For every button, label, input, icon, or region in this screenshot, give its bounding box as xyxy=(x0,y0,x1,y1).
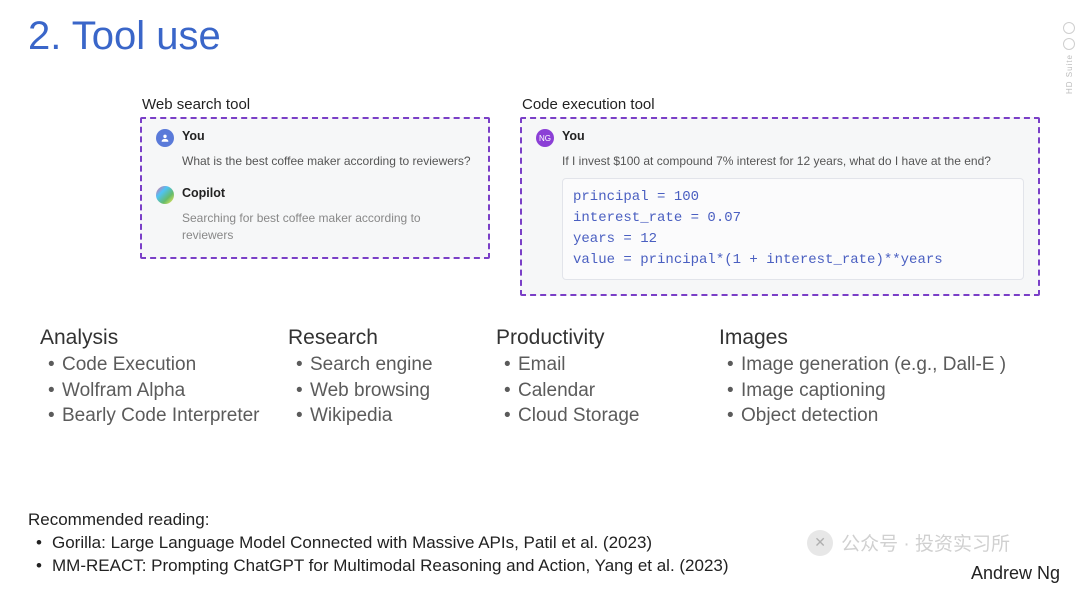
panel-label-web-search: Web search tool xyxy=(142,96,490,113)
chat-name-you: You xyxy=(182,129,205,143)
list-item: Gorilla: Large Language Model Connected … xyxy=(28,532,729,555)
chat-row-copilot: Copilot xyxy=(156,186,474,204)
tool-panels-row: Web search tool You What is the best cof… xyxy=(140,96,1052,296)
list-item: Object detection xyxy=(719,403,1049,429)
list-item: Cloud Storage xyxy=(496,403,701,429)
category-title: Productivity xyxy=(496,326,701,350)
category-research: Research Search engineWeb browsingWikipe… xyxy=(288,326,478,429)
list-item: Image generation (e.g., Dall-E ) xyxy=(719,352,1049,378)
code-exec-panel: Code execution tool NG You If I invest $… xyxy=(520,96,1040,296)
chat-name-you-code: You xyxy=(562,129,585,143)
side-controls: HD Suite xyxy=(1062,22,1076,94)
chat-status-web: Searching for best coffee maker accordin… xyxy=(182,210,474,244)
web-search-panel: Web search tool You What is the best cof… xyxy=(140,96,490,296)
category-analysis: Analysis Code ExecutionWolfram AlphaBear… xyxy=(40,326,270,429)
chat-question-web: What is the best coffee maker according … xyxy=(182,153,474,170)
side-dot-icon xyxy=(1063,38,1075,50)
category-list: Image generation (e.g., Dall-E )Image ca… xyxy=(719,352,1049,429)
list-item: Email xyxy=(496,352,701,378)
list-item: Search engine xyxy=(288,352,478,378)
copilot-icon xyxy=(156,186,174,204)
chat-question-code: If I invest $100 at compound 7% interest… xyxy=(562,153,1024,170)
recommended-reading: Recommended reading: Gorilla: Large Lang… xyxy=(28,510,729,578)
list-item: Code Execution xyxy=(40,352,270,378)
list-item: Wikipedia xyxy=(288,403,478,429)
category-list: Search engineWeb browsingWikipedia xyxy=(288,352,478,429)
watermark: ✕ 公众号 · 投资实习所 xyxy=(807,529,1010,556)
side-label: HD Suite xyxy=(1065,54,1074,94)
category-title: Research xyxy=(288,326,478,350)
code-exec-box: NG You If I invest $100 at compound 7% i… xyxy=(520,117,1040,296)
chat-row-you-code: NG You xyxy=(536,129,1024,147)
categories-row: Analysis Code ExecutionWolfram AlphaBear… xyxy=(40,326,1052,429)
list-item: Bearly Code Interpreter xyxy=(40,403,270,429)
category-images: Images Image generation (e.g., Dall-E )I… xyxy=(719,326,1049,429)
list-item: MM-REACT: Prompting ChatGPT for Multimod… xyxy=(28,555,729,578)
category-list: EmailCalendarCloud Storage xyxy=(496,352,701,429)
slide-title: 2. Tool use xyxy=(28,14,221,59)
list-item: Wolfram Alpha xyxy=(40,378,270,404)
category-title: Images xyxy=(719,326,1049,350)
category-productivity: Productivity EmailCalendarCloud Storage xyxy=(496,326,701,429)
side-dot-icon xyxy=(1063,22,1075,34)
category-title: Analysis xyxy=(40,326,270,350)
panel-label-code-exec: Code execution tool xyxy=(522,96,1040,113)
code-block: principal = 100 interest_rate = 0.07 yea… xyxy=(562,178,1024,280)
category-list: Code ExecutionWolfram AlphaBearly Code I… xyxy=(40,352,270,429)
watermark-icon: ✕ xyxy=(807,530,833,556)
watermark-text: 公众号 · 投资实习所 xyxy=(841,529,1010,556)
list-item: Calendar xyxy=(496,378,701,404)
list-item: Web browsing xyxy=(288,378,478,404)
avatar-ng-icon: NG xyxy=(536,129,554,147)
reading-list: Gorilla: Large Language Model Connected … xyxy=(28,532,729,578)
author-name: Andrew Ng xyxy=(971,563,1060,584)
chat-name-copilot: Copilot xyxy=(182,186,225,200)
avatar-you-icon xyxy=(156,129,174,147)
chat-row-you: You xyxy=(156,129,474,147)
web-search-box: You What is the best coffee maker accord… xyxy=(140,117,490,259)
reading-heading: Recommended reading: xyxy=(28,510,729,530)
list-item: Image captioning xyxy=(719,378,1049,404)
